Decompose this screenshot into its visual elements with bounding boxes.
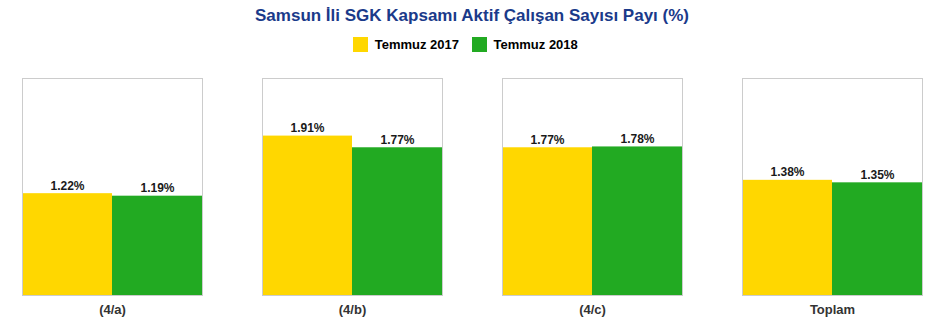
svg-text:1.77%: 1.77% — [530, 132, 564, 146]
svg-text:1.91%: 1.91% — [290, 121, 324, 135]
svg-text:(4/a): (4/a) — [99, 301, 126, 316]
svg-text:1.19%: 1.19% — [140, 181, 174, 195]
svg-text:(4/b): (4/b) — [339, 301, 366, 316]
svg-text:1.38%: 1.38% — [770, 165, 804, 179]
html-text:Temmuz 2017: Temmuz 2017 — [374, 37, 459, 52]
svg-text:1.78%: 1.78% — [620, 131, 654, 145]
svg-text:Toplam: Toplam — [810, 301, 855, 316]
html-text:Samsun İli SGK Kapsamı Aktif Ç: Samsun İli SGK Kapsamı Aktif Çalışan Say… — [255, 6, 689, 25]
svg-text:1.22%: 1.22% — [50, 178, 84, 192]
html-text:Temmuz 2018: Temmuz 2018 — [493, 37, 578, 52]
svg-text:1.35%: 1.35% — [860, 167, 894, 181]
svg-text:(4/c): (4/c) — [579, 301, 606, 316]
svg-text:1.77%: 1.77% — [380, 132, 414, 146]
